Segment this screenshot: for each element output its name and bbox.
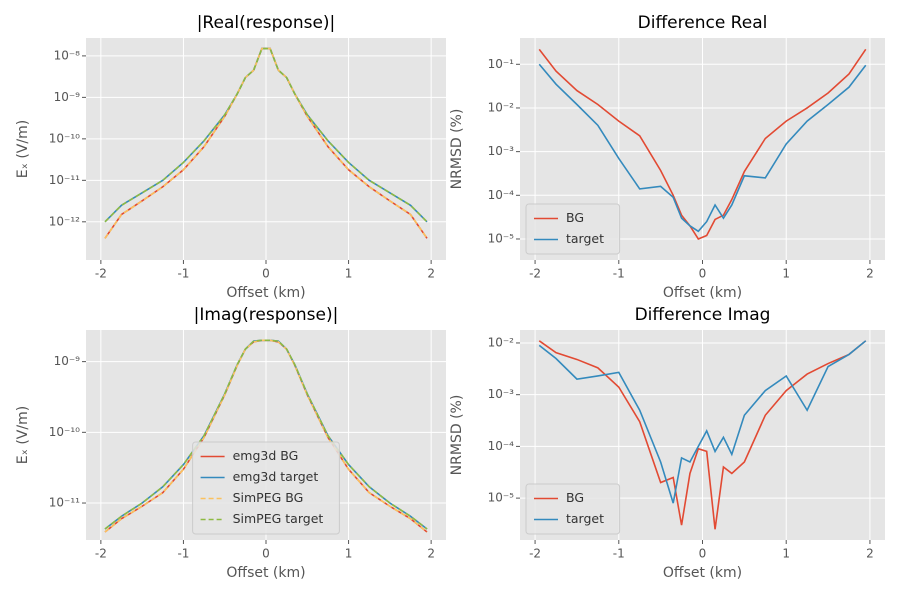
x-tick-label: -2 — [529, 547, 541, 561]
y-tick-label: 10⁻¹ — [488, 57, 515, 71]
series-line — [538, 48, 867, 240]
y-axis-label: Eₓ (V/m) — [15, 406, 31, 464]
series-line — [538, 340, 867, 504]
y-tick-label: 10⁻¹¹ — [49, 173, 80, 187]
x-tick-label: 2 — [866, 547, 874, 561]
x-tick-label: -1 — [613, 547, 625, 561]
x-tick-label: 2 — [427, 547, 435, 561]
chart-title: |Imag(response)| — [194, 305, 339, 325]
y-axis-label: NRMSD (%) — [449, 109, 465, 190]
y-tick-label: 10⁻⁸ — [54, 48, 81, 62]
x-tick-label: 0 — [262, 267, 270, 281]
y-tick-label: 10⁻⁵ — [488, 231, 515, 245]
legend-label: BG — [566, 210, 584, 225]
series-line — [538, 340, 867, 530]
y-tick-label: 10⁻⁹ — [54, 90, 81, 104]
x-tick-label: 0 — [699, 267, 707, 281]
x-tick-label: 2 — [866, 267, 874, 281]
legend-label: BG — [566, 490, 584, 505]
x-tick-label: -2 — [529, 267, 541, 281]
series-line — [104, 339, 428, 530]
x-tick-label: -1 — [613, 267, 625, 281]
x-tick-label: 1 — [345, 267, 353, 281]
x-axis-label: Offset (km) — [226, 565, 305, 581]
y-tick-label: 10⁻³ — [488, 387, 515, 401]
y-tick-label: 10⁻¹⁰ — [49, 131, 80, 145]
y-tick-label: 10⁻⁹ — [54, 354, 81, 368]
y-tick-label: 10⁻⁵ — [488, 491, 515, 505]
x-axis-label: Offset (km) — [663, 565, 742, 581]
x-axis-label: Offset (km) — [226, 285, 305, 301]
chart-title: Difference Real — [638, 13, 768, 33]
x-tick-label: -2 — [95, 547, 107, 561]
y-tick-label: 10⁻² — [488, 100, 515, 114]
x-tick-label: 1 — [782, 267, 790, 281]
x-tick-label: 0 — [262, 547, 270, 561]
legend-label: target — [566, 511, 604, 526]
x-tick-label: -2 — [95, 267, 107, 281]
x-tick-label: 2 — [427, 267, 435, 281]
series-line — [104, 47, 428, 223]
series-line — [104, 47, 428, 239]
chart-title: Difference Imag — [635, 305, 771, 325]
x-axis-label: Offset (km) — [663, 285, 742, 301]
legend-label: SimPEG target — [233, 511, 324, 526]
y-tick-label: 10⁻² — [488, 335, 515, 349]
legend-label: emg3d target — [233, 469, 319, 484]
x-tick-label: -1 — [177, 267, 189, 281]
x-tick-label: -1 — [177, 547, 189, 561]
y-axis-label: Eₓ (V/m) — [15, 120, 31, 178]
legend-box — [525, 483, 621, 535]
series-line — [538, 63, 867, 233]
legend-label: target — [566, 231, 604, 246]
x-tick-label: 0 — [699, 547, 707, 561]
y-tick-label: 10⁻⁴ — [488, 188, 515, 202]
x-tick-label: 1 — [782, 547, 790, 561]
legend-box — [525, 203, 621, 255]
legend-box — [192, 441, 340, 535]
x-tick-label: 1 — [345, 547, 353, 561]
chart-title: |Real(response)| — [197, 13, 336, 33]
y-tick-label: 10⁻¹² — [49, 214, 80, 228]
y-tick-label: 10⁻⁴ — [488, 439, 515, 453]
y-tick-label: 10⁻¹⁰ — [49, 425, 80, 439]
y-tick-label: 10⁻¹¹ — [49, 496, 80, 510]
y-tick-label: 10⁻³ — [488, 144, 515, 158]
legend-label: emg3d BG — [233, 448, 299, 463]
legend-label: SimPEG BG — [233, 490, 304, 505]
y-axis-label: NRMSD (%) — [449, 395, 465, 476]
